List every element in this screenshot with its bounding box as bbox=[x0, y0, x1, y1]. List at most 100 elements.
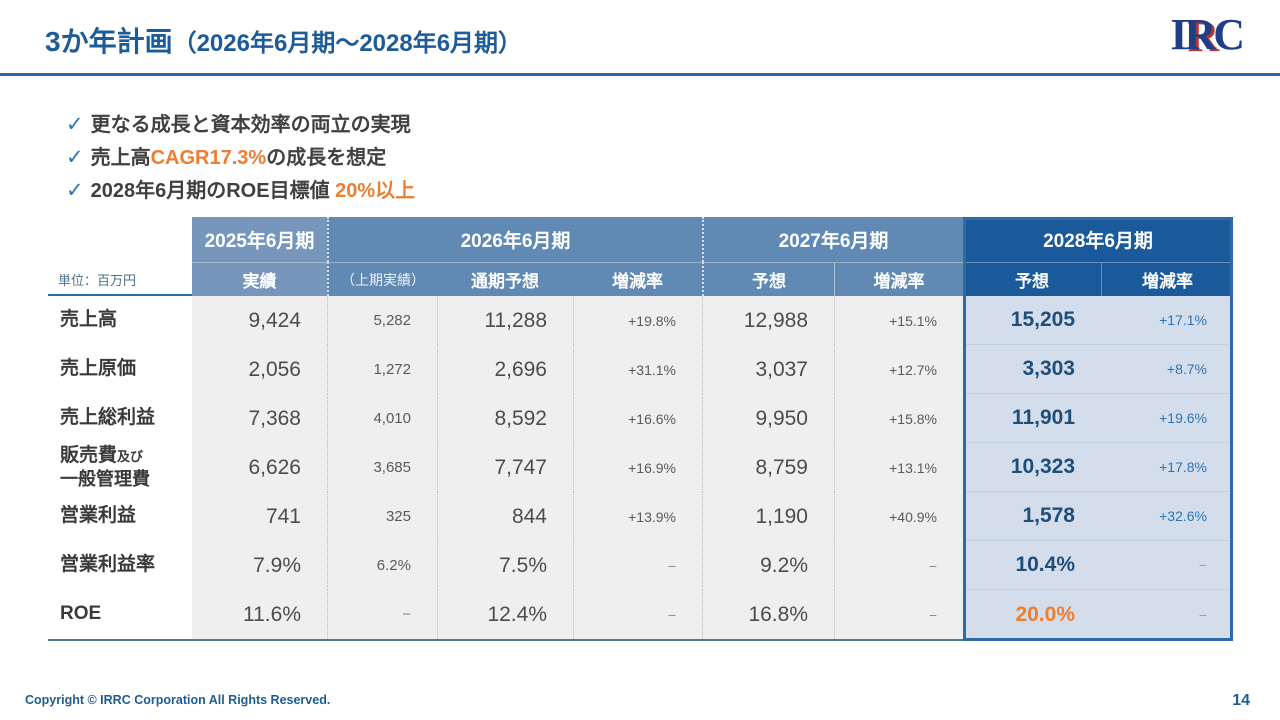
cell-2027-change: +15.8% bbox=[834, 394, 963, 443]
row-label-text: 売上原価 bbox=[60, 358, 137, 379]
cell-2026-full-forecast: 11,288 bbox=[437, 296, 573, 345]
cell-2028-change: +17.1% bbox=[1101, 296, 1233, 345]
copyright-text: Copyright © IRRC Corporation All Rights … bbox=[25, 693, 331, 707]
subheader-2026-full-forecast: 通期予想 bbox=[437, 262, 573, 296]
cell-2028-forecast: 10.4% bbox=[963, 541, 1101, 590]
list-item: ✓ 2028年6月期のROE目標値 20%以上 bbox=[66, 174, 415, 207]
list-item: ✓ 売上高 CAGR17.3% の成長を想定 bbox=[66, 141, 415, 174]
cell-2028-change: +8.7% bbox=[1101, 345, 1233, 394]
cell-2027-forecast: 12,988 bbox=[702, 296, 834, 345]
checkmark-icon: ✓ bbox=[66, 113, 84, 136]
bullet-highlight: CAGR17.3% bbox=[150, 147, 267, 169]
subheader-2027-forecast: 予想 bbox=[702, 262, 834, 296]
cell-2027-change: +12.7% bbox=[834, 345, 963, 394]
key-points-list: ✓ 更なる成長と資本効率の両立の実現 ✓ 売上高 CAGR17.3% の成長を想定 … bbox=[66, 108, 415, 207]
cell-2026-change: − bbox=[573, 590, 702, 639]
row-label: 売上原価 bbox=[48, 345, 192, 394]
row-label: ROE bbox=[48, 590, 192, 639]
page-title-period: （2026年6月期～2028年6月期） bbox=[172, 30, 523, 57]
page-title-main: 3か年計画 bbox=[45, 26, 173, 57]
cell-2027-forecast: 3,037 bbox=[702, 345, 834, 394]
col-header-fy2025: 2025年6月期 bbox=[192, 217, 327, 262]
bullet-text: 更なる成長と資本効率の両立の実現 bbox=[90, 114, 411, 136]
cell-2028-change: +19.6% bbox=[1101, 394, 1233, 443]
cell-2028-change: − bbox=[1101, 541, 1233, 590]
row-label: 営業利益率 bbox=[48, 541, 192, 590]
row-label-text: 営業利益率 bbox=[60, 554, 156, 575]
cell-2026-full-forecast: 7,747 bbox=[437, 443, 573, 492]
bullet-highlight: 20%以上 bbox=[335, 180, 416, 202]
cell-2027-change: − bbox=[834, 590, 963, 639]
plan-table: 2025年6月期 2026年6月期 2027年6月期 2028年6月期 単位：百… bbox=[48, 217, 1233, 641]
col-header-fy2028: 2028年6月期 bbox=[963, 217, 1233, 262]
table-corner-spacer bbox=[48, 217, 192, 262]
row-label-text: 売上高 bbox=[60, 309, 118, 330]
cell-2025-actual: 7.9% bbox=[192, 541, 327, 590]
cell-2025-actual: 2,056 bbox=[192, 345, 327, 394]
cell-2026-h1-actual: 1,272 bbox=[327, 345, 437, 394]
cell-2027-forecast: 16.8% bbox=[702, 590, 834, 639]
row-label-line1: 売上高 bbox=[60, 309, 192, 332]
cell-2025-actual: 11.6% bbox=[192, 590, 327, 639]
row-label-text: 営業利益 bbox=[60, 505, 137, 526]
unit-label: 単位：百万円 bbox=[48, 262, 192, 296]
row-label-line1: ROE bbox=[60, 603, 192, 626]
row-label-line2: 一般管理費 bbox=[60, 469, 150, 489]
cell-2026-change: +19.8% bbox=[573, 296, 702, 345]
bullet-text: の成長を想定 bbox=[266, 147, 387, 169]
row-label-line1: 営業利益 bbox=[60, 505, 192, 528]
cell-2027-forecast: 8,759 bbox=[702, 443, 834, 492]
cell-2026-full-forecast: 12.4% bbox=[437, 590, 573, 639]
cell-2028-forecast: 20.0% bbox=[963, 590, 1101, 639]
cell-2027-forecast: 9.2% bbox=[702, 541, 834, 590]
cell-2026-h1-actual: 6.2% bbox=[327, 541, 437, 590]
cell-2027-change: − bbox=[834, 541, 963, 590]
list-item: ✓ 更なる成長と資本効率の両立の実現 bbox=[66, 108, 415, 141]
cell-2026-h1-actual: 4,010 bbox=[327, 394, 437, 443]
cell-2026-full-forecast: 2,696 bbox=[437, 345, 573, 394]
checkmark-icon: ✓ bbox=[66, 146, 84, 169]
row-label-text: 売上総利益 bbox=[60, 407, 156, 428]
cell-2025-actual: 741 bbox=[192, 492, 327, 541]
cell-2026-full-forecast: 8,592 bbox=[437, 394, 573, 443]
cell-2026-full-forecast: 844 bbox=[437, 492, 573, 541]
checkmark-icon: ✓ bbox=[66, 179, 84, 202]
row-label-small-text: 及び bbox=[117, 449, 144, 464]
page-number: 14 bbox=[1232, 692, 1250, 709]
plan-table-grid: 2025年6月期 2026年6月期 2027年6月期 2028年6月期 単位：百… bbox=[48, 217, 1233, 641]
row-label: 売上高 bbox=[48, 296, 192, 345]
cell-2027-change: +13.1% bbox=[834, 443, 963, 492]
row-label-line1: 営業利益率 bbox=[60, 554, 192, 577]
subheader-2028-change: 増減率 bbox=[1101, 262, 1233, 296]
cell-2026-h1-actual: 3,685 bbox=[327, 443, 437, 492]
cell-2028-forecast: 11,901 bbox=[963, 394, 1101, 443]
subheader-2028-forecast: 予想 bbox=[963, 262, 1101, 296]
cell-2025-actual: 7,368 bbox=[192, 394, 327, 443]
row-label-text: ROE bbox=[60, 603, 102, 624]
row-label: 売上総利益 bbox=[48, 394, 192, 443]
cell-2026-change: − bbox=[573, 541, 702, 590]
subheader-2025-actual: 実績 bbox=[192, 262, 327, 296]
bullet-text: 売上高 bbox=[90, 147, 151, 169]
cell-2027-forecast: 1,190 bbox=[702, 492, 834, 541]
cell-2028-forecast: 15,205 bbox=[963, 296, 1101, 345]
row-label: 販売費及び 一般管理費 bbox=[48, 443, 192, 492]
cell-2028-forecast: 3,303 bbox=[963, 345, 1101, 394]
cell-2026-h1-actual: − bbox=[327, 590, 437, 639]
subheader-2026-change: 増減率 bbox=[573, 262, 702, 296]
page-title: 3か年計画（2026年6月期～2028年6月期） bbox=[45, 20, 522, 60]
cell-2026-change: +16.6% bbox=[573, 394, 702, 443]
slide-header: 3か年計画（2026年6月期～2028年6月期） I R RC bbox=[0, 0, 1280, 76]
logo-letter-i: I bbox=[1170, 10, 1187, 59]
logo-letter-r-shadow: R bbox=[1187, 12, 1219, 61]
cell-2026-h1-actual: 5,282 bbox=[327, 296, 437, 345]
cell-2027-forecast: 9,950 bbox=[702, 394, 834, 443]
cell-2026-h1-actual: 325 bbox=[327, 492, 437, 541]
cell-2028-change: − bbox=[1101, 590, 1233, 639]
col-header-fy2026: 2026年6月期 bbox=[327, 217, 702, 262]
cell-2026-change: +16.9% bbox=[573, 443, 702, 492]
cell-2026-change: +13.9% bbox=[573, 492, 702, 541]
bullet-text: 2028年6月期のROE目標値 bbox=[90, 180, 336, 202]
cell-2025-actual: 9,424 bbox=[192, 296, 327, 345]
